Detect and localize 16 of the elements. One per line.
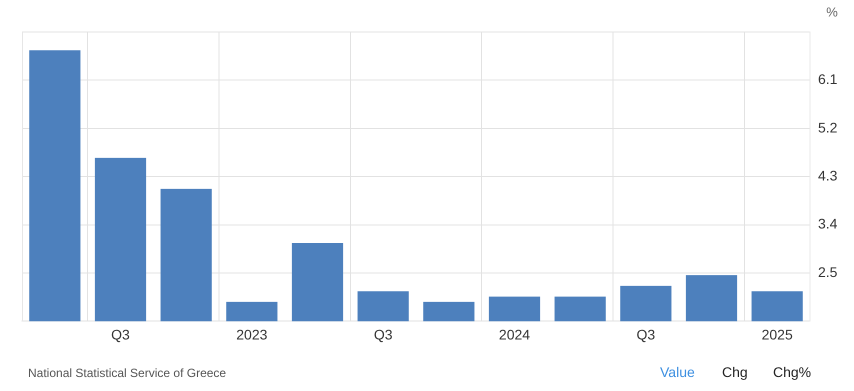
x-tick-label: Q3 <box>636 326 656 342</box>
x-tick-label: Q3 <box>111 326 130 342</box>
y-tick-label: 4.3 <box>818 167 838 184</box>
y-tick-label: 5.2 <box>818 119 838 136</box>
text: Value <box>660 364 695 380</box>
x-tick-label: 2024 <box>498 326 530 342</box>
y-tick-label: 3.4 <box>818 216 838 232</box>
x-tick-label: Q3 <box>374 326 393 342</box>
x-tick-label: 2023 <box>236 326 268 342</box>
text: National Statistical Service of Greece <box>28 366 226 380</box>
x-tick-label: 2025 <box>762 326 793 342</box>
y-tick-label: 2.5 <box>818 264 838 280</box>
text: Chg <box>722 364 748 380</box>
text: Chg% <box>773 364 812 380</box>
y-tick-label: 6.1 <box>818 71 838 88</box>
y-axis-title: % <box>826 4 838 20</box>
